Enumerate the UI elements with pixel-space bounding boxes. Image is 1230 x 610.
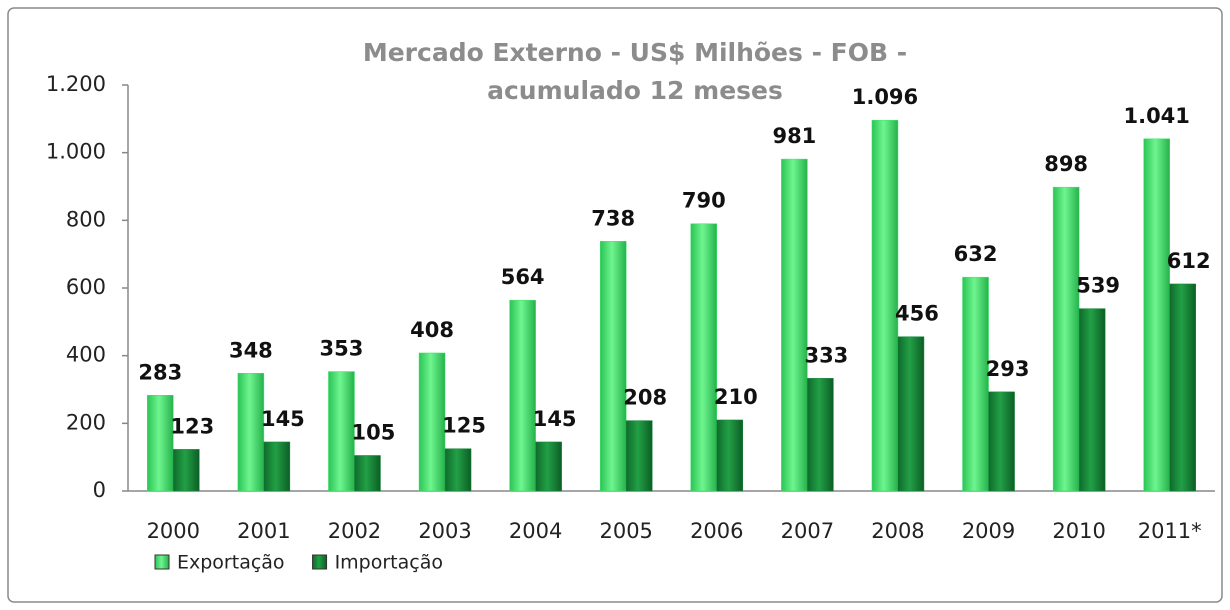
value-label: 898 <box>1044 152 1088 176</box>
value-label: 210 <box>714 385 758 409</box>
x-tick-label: 2002 <box>328 519 381 543</box>
bar <box>871 119 899 492</box>
bar <box>173 449 200 492</box>
x-tick-label: 2004 <box>509 519 562 543</box>
value-label: 790 <box>682 189 726 213</box>
bar <box>1143 138 1170 492</box>
value-label: 145 <box>533 407 577 431</box>
bar <box>1169 283 1196 492</box>
x-tick-label: 2011* <box>1138 519 1202 543</box>
value-label: 348 <box>229 338 273 362</box>
bar <box>444 448 472 492</box>
bar <box>690 223 718 492</box>
bar <box>354 455 381 492</box>
bar <box>509 299 536 492</box>
value-label: 208 <box>623 386 667 410</box>
y-tick-label: 800 <box>66 207 106 231</box>
x-tick-label: 2010 <box>1052 519 1105 543</box>
bar <box>237 373 265 492</box>
y-tick-label: 1.200 <box>46 72 106 96</box>
legend-label: Importação <box>335 552 443 574</box>
y-tick-label: 200 <box>66 410 106 434</box>
bar <box>1078 308 1106 492</box>
x-tick-label: 2009 <box>962 519 1015 543</box>
x-tick-label: 2006 <box>690 519 743 543</box>
bar <box>897 336 925 492</box>
value-label: 456 <box>895 302 939 326</box>
bar <box>418 352 446 492</box>
bar <box>625 420 653 492</box>
value-label: 123 <box>170 414 214 438</box>
x-tick-label: 2007 <box>781 519 834 543</box>
x-tick-label: 2000 <box>147 519 200 543</box>
bar <box>328 371 355 492</box>
bar <box>962 276 989 492</box>
value-label: 293 <box>986 357 1030 381</box>
bar <box>599 241 627 492</box>
value-label: 632 <box>954 242 998 266</box>
value-label: 408 <box>410 318 454 342</box>
bar <box>147 395 174 492</box>
value-label: 105 <box>352 420 396 444</box>
bar <box>781 158 808 492</box>
bar <box>1052 186 1080 492</box>
chart-title: Mercado Externo - US$ Milhões - FOB - ac… <box>362 38 908 105</box>
y-tick-label: 600 <box>66 275 106 299</box>
value-label: 353 <box>320 337 364 361</box>
value-label: 145 <box>261 407 305 431</box>
legend-swatch <box>312 554 328 570</box>
x-tick-label: 2005 <box>599 519 652 543</box>
legend-swatch <box>154 554 170 570</box>
value-label: 1.041 <box>1123 104 1189 128</box>
value-label: 283 <box>138 360 182 384</box>
y-tick-label: 0 <box>93 478 106 502</box>
value-label: 539 <box>1076 274 1120 298</box>
legend-label: Exportação <box>177 552 285 574</box>
x-tick-label: 2001 <box>237 519 290 543</box>
value-label: 738 <box>591 206 635 230</box>
y-tick-label: 400 <box>66 343 106 367</box>
value-label: 125 <box>442 414 486 438</box>
bar <box>988 391 1015 492</box>
value-label: 333 <box>804 343 848 367</box>
x-tick-label: 2003 <box>418 519 471 543</box>
y-tick-label: 1.000 <box>46 140 106 164</box>
value-label: 612 <box>1167 249 1211 273</box>
value-label: 1.096 <box>852 85 918 109</box>
value-label: 564 <box>501 265 545 289</box>
x-tick-label: 2008 <box>871 519 924 543</box>
bar <box>263 441 291 492</box>
value-label: 981 <box>772 124 816 148</box>
bar <box>716 419 744 492</box>
bar <box>535 441 562 492</box>
bar <box>807 378 834 492</box>
